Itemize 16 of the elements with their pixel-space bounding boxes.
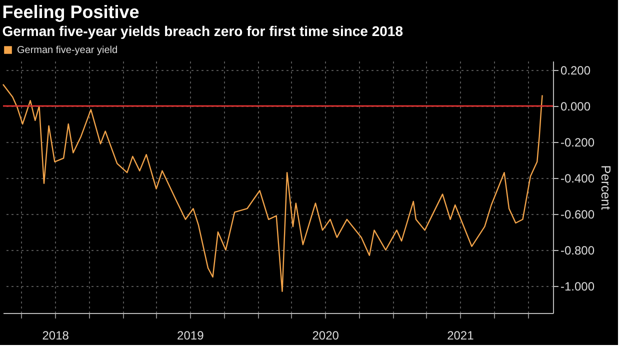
y-tick-label: -0.800 — [560, 244, 595, 258]
y-tick-label: -0.600 — [560, 208, 595, 222]
line-series — [2, 84, 543, 292]
y-tick-label: 0.200 — [560, 64, 591, 78]
x-tick-label: 2020 — [312, 328, 340, 342]
y-tick-label: 0.000 — [560, 100, 591, 114]
chart-title: Feeling Positive — [2, 2, 140, 22]
legend-label: German five-year yield — [17, 45, 118, 56]
y-tick-label: -0.200 — [560, 136, 595, 150]
x-tick-label: 2021 — [447, 328, 474, 342]
x-tick-label: 2018 — [42, 328, 70, 342]
y-tick-label: -0.400 — [560, 172, 595, 186]
y-tick-label: -1.000 — [560, 280, 595, 294]
x-tick-label: 2019 — [177, 328, 204, 342]
y-axis-title: Percent — [598, 165, 614, 210]
chart-subtitle: German five-year yields breach zero for first time since 2018 — [2, 23, 404, 39]
